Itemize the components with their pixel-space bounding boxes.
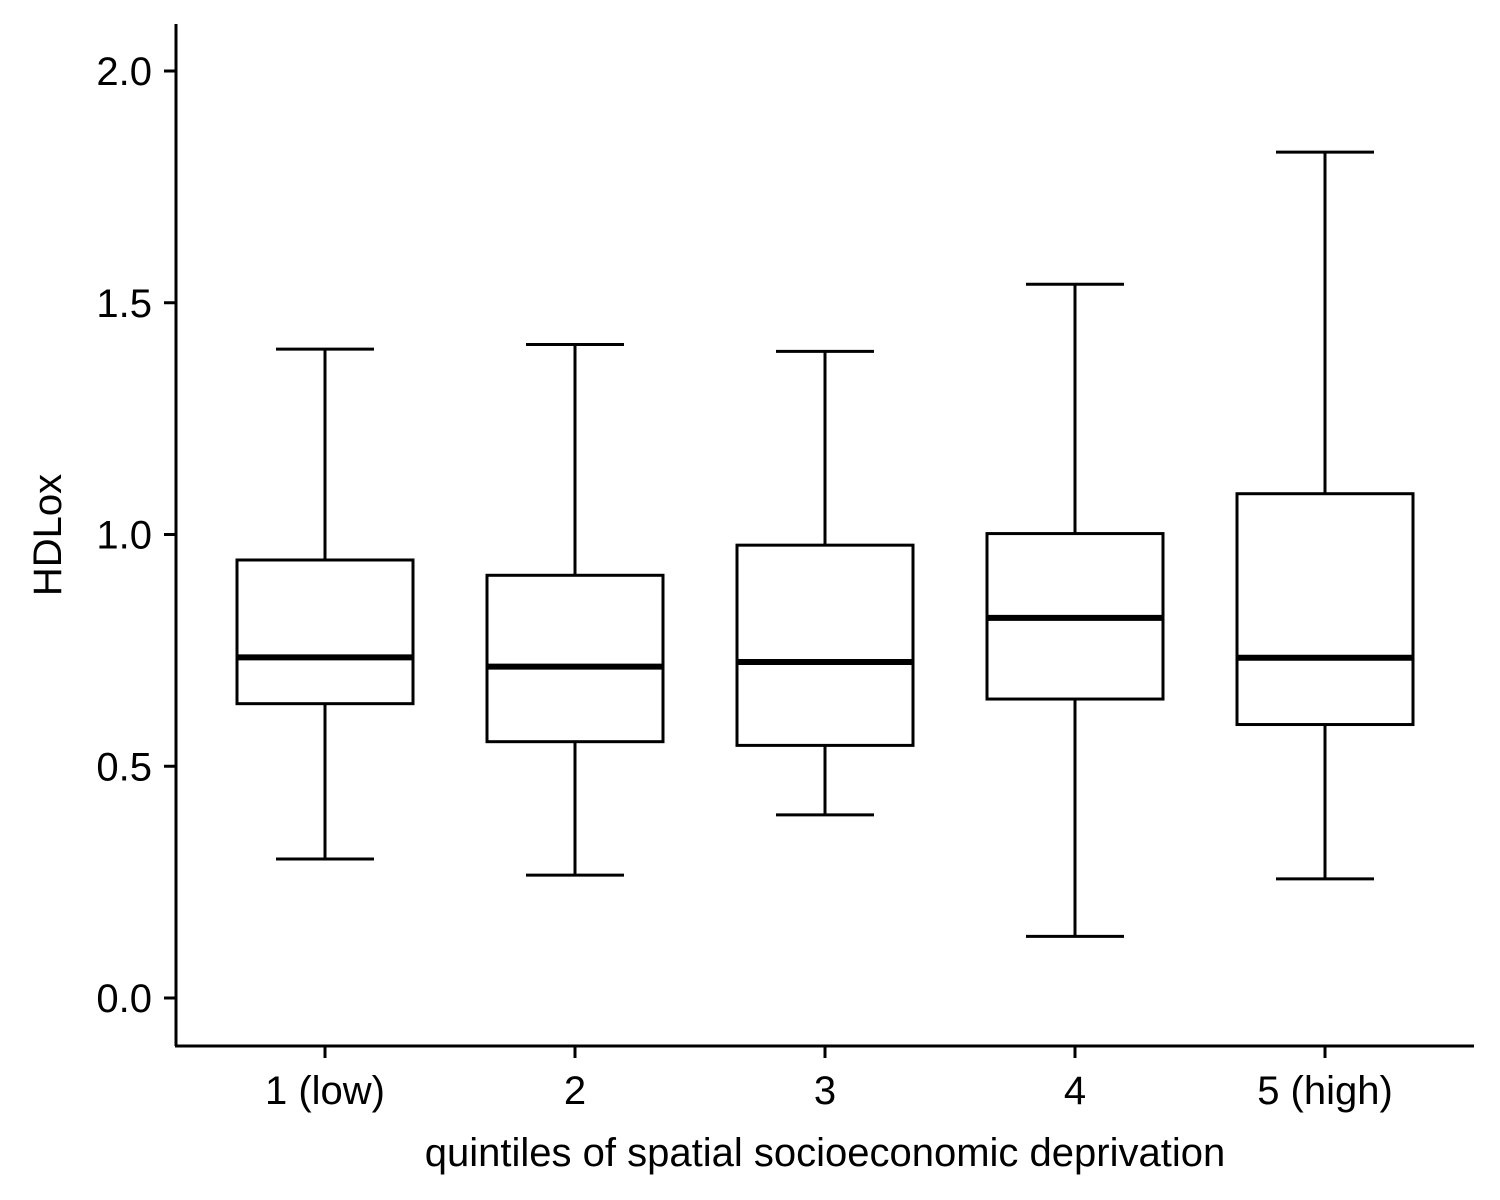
- box-group: [235, 347, 415, 861]
- y-tick-label: 1.0: [96, 514, 152, 558]
- box-iqr: [735, 543, 915, 747]
- box-group: [485, 342, 665, 877]
- x-tick-label: 4: [1064, 1069, 1086, 1113]
- y-tick-label: 0.5: [96, 745, 152, 789]
- x-axis-title: quintiles of spatial socioeconomic depri…: [425, 1131, 1225, 1175]
- box-iqr: [235, 558, 415, 706]
- box-iqr: [485, 573, 665, 744]
- y-axis-ticks: 0.0 0.5 1.0 1.5 2.0: [96, 50, 176, 1021]
- x-tick-label: 3: [814, 1069, 836, 1113]
- y-tick-label: 0.0: [96, 977, 152, 1021]
- x-tick-label: 5 (high): [1257, 1069, 1393, 1113]
- box-group: [985, 282, 1165, 938]
- box-group: [1235, 150, 1415, 881]
- x-axis-ticks: 1 (low) 2 3 4 5 (high): [265, 1046, 1393, 1113]
- box-iqr: [1235, 492, 1415, 727]
- x-tick-label: 1 (low): [265, 1069, 385, 1113]
- y-tick-label: 1.5: [96, 282, 152, 326]
- y-axis-title: HDLox: [26, 474, 70, 596]
- box-group: [735, 349, 915, 817]
- boxes-layer: [235, 150, 1415, 938]
- x-tick-label: 2: [564, 1069, 586, 1113]
- y-tick-label: 2.0: [96, 50, 152, 94]
